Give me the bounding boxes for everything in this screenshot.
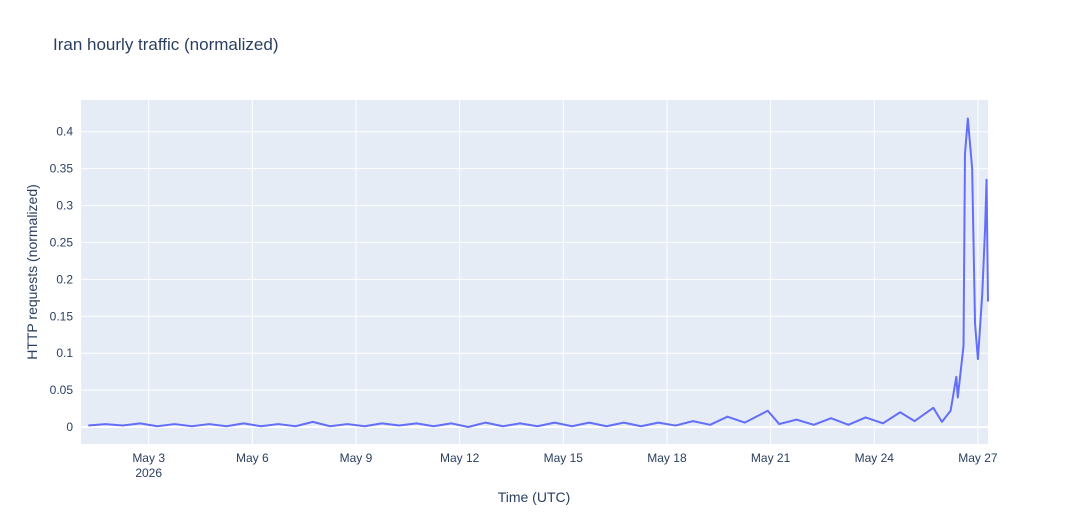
x-tick-label: May 18 bbox=[647, 451, 687, 465]
data-line bbox=[88, 117, 989, 429]
x-tick-label: May 21 bbox=[751, 451, 791, 465]
x-tick-label: May 27 bbox=[958, 451, 998, 465]
chart-title: Iran hourly traffic (normalized) bbox=[53, 35, 279, 54]
y-tick-label: 0.1 bbox=[56, 346, 73, 360]
y-tick-label: 0.2 bbox=[56, 272, 73, 286]
y-axis-title: HTTP requests (normalized) bbox=[24, 184, 40, 360]
y-tick-label: 0.05 bbox=[50, 383, 74, 397]
x-axis-title: Time (UTC) bbox=[498, 489, 571, 505]
y-tick-label: 0.3 bbox=[56, 199, 73, 213]
x-tick-label: May 6 bbox=[236, 451, 269, 465]
x-tick-label: May 3 2026 bbox=[132, 451, 165, 480]
x-tick-label: May 12 bbox=[440, 451, 480, 465]
y-tick-label: 0.4 bbox=[56, 125, 73, 139]
x-tick-label: May 9 bbox=[340, 451, 373, 465]
y-tick-label: 0 bbox=[66, 420, 73, 434]
x-tick-label: May 24 bbox=[855, 451, 895, 465]
y-tick-label: 0.25 bbox=[50, 235, 74, 249]
x-tick-label: May 15 bbox=[544, 451, 584, 465]
y-tick-label: 0.15 bbox=[50, 309, 74, 323]
plot-area bbox=[81, 100, 988, 444]
y-tick-label: 0.35 bbox=[50, 162, 74, 176]
